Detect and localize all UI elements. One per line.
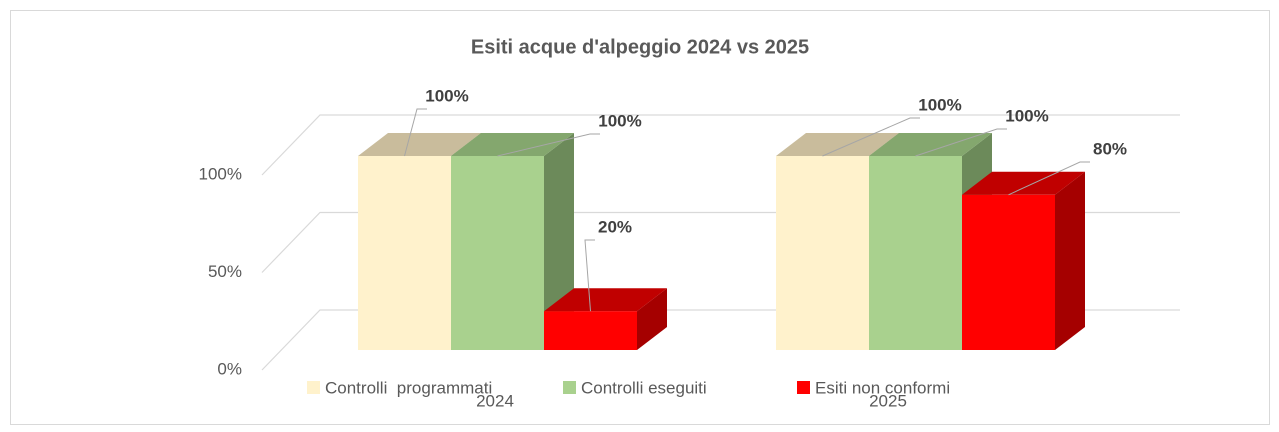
legend-swatch — [797, 381, 810, 394]
bar-top — [962, 171, 1085, 195]
y-tick-label: 0% — [217, 359, 242, 378]
legend-label: Controlli eseguiti — [581, 378, 707, 397]
bar — [358, 156, 451, 350]
bar — [869, 156, 962, 350]
legend-swatch — [307, 381, 320, 394]
value-label: 100% — [1005, 106, 1048, 125]
y-tick-label: 50% — [208, 262, 242, 281]
leader-line — [822, 117, 920, 157]
bar — [451, 156, 544, 350]
value-label: 100% — [598, 111, 641, 130]
bar — [544, 311, 637, 350]
leader-line — [404, 108, 427, 157]
leader-line — [497, 133, 600, 157]
leader-line — [584, 239, 595, 312]
value-label: 100% — [425, 86, 468, 105]
bar — [776, 156, 869, 350]
value-label: 100% — [918, 95, 961, 114]
x-tick-label: 2024 — [476, 391, 514, 410]
leader-line — [915, 128, 1007, 157]
bar-side — [637, 288, 667, 350]
bar-side — [1055, 171, 1085, 350]
bar-top — [869, 133, 992, 156]
value-label: 20% — [598, 217, 632, 236]
bar — [962, 194, 1055, 350]
legend-label: Controlli programmati — [325, 378, 492, 397]
y-tick-label: 100% — [199, 164, 242, 183]
value-label: 80% — [1093, 139, 1127, 158]
bar-top — [358, 133, 481, 156]
leader-line — [1008, 161, 1090, 196]
legend-swatch — [563, 381, 576, 394]
bar-top — [544, 288, 667, 312]
bar-top — [451, 133, 574, 156]
grid-line — [261, 114, 1180, 176]
bar-top — [776, 133, 899, 156]
x-tick-label: 2025 — [869, 391, 907, 410]
legend-label: Esiti non conformi — [815, 378, 950, 397]
chart-title: Esiti acque d'alpeggio 2024 vs 2025 — [471, 36, 809, 58]
